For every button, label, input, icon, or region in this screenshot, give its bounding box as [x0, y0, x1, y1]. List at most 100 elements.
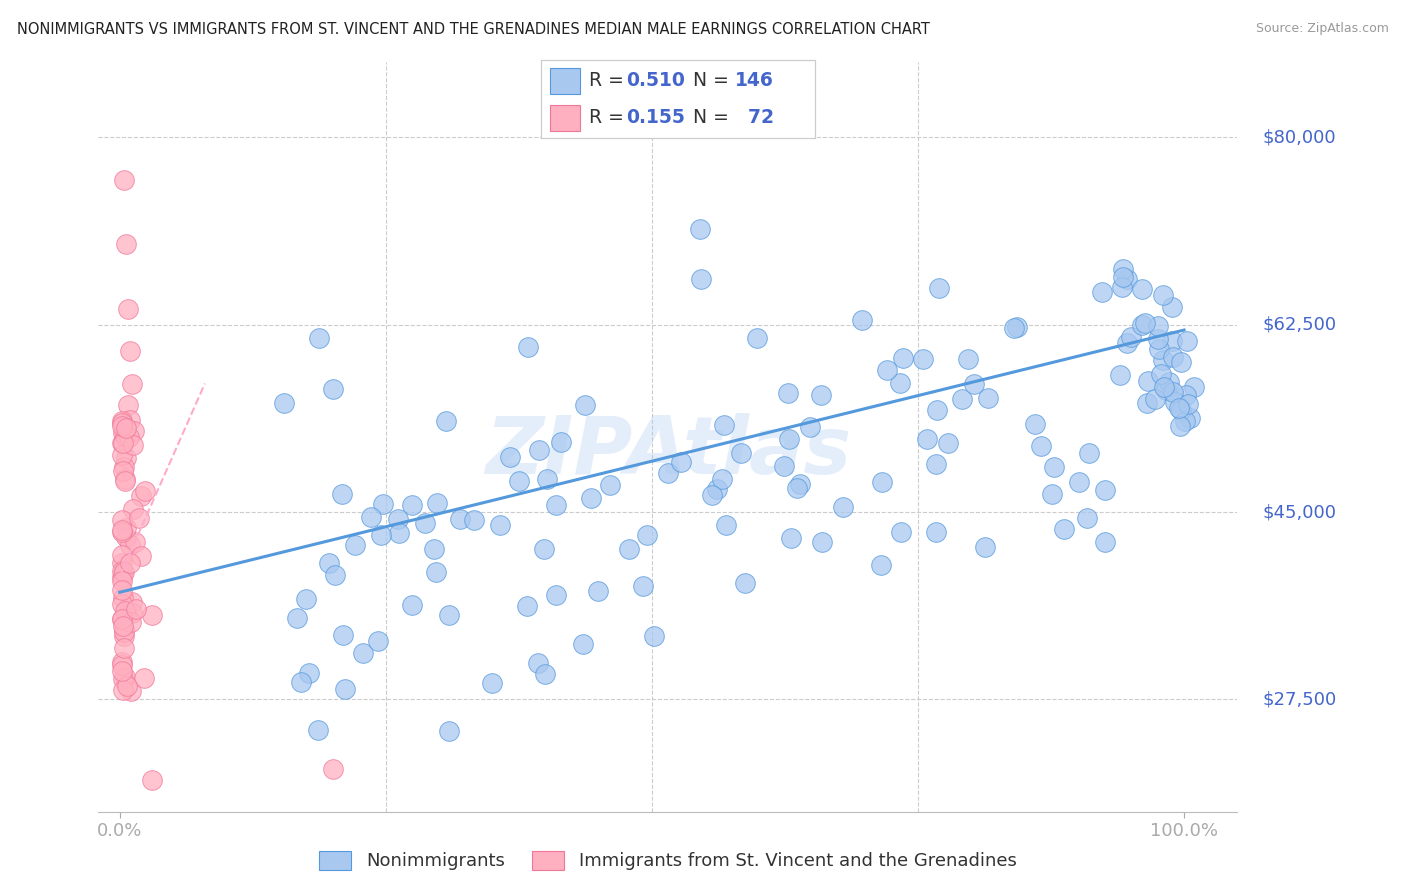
Point	[1040, 487, 1063, 501]
Point	[439, 723, 461, 738]
Point	[308, 331, 330, 345]
Legend: Nonimmigrants, Immigrants from St. Vincent and the Grenadines: Nonimmigrants, Immigrants from St. Vince…	[312, 844, 1024, 878]
Point	[1031, 439, 1053, 453]
Point	[789, 477, 811, 491]
Point	[706, 483, 728, 497]
Point	[643, 629, 665, 643]
Point	[112, 173, 135, 187]
Point	[112, 619, 135, 633]
Point	[112, 591, 135, 605]
Point	[714, 518, 737, 533]
Point	[925, 403, 948, 417]
Point	[367, 634, 389, 648]
Point	[780, 531, 803, 545]
Text: $80,000: $80,000	[1263, 128, 1336, 146]
Point	[872, 475, 894, 489]
Point	[747, 331, 769, 345]
Point	[111, 556, 134, 570]
Point	[810, 388, 832, 402]
Point	[799, 419, 821, 434]
Point	[1116, 336, 1139, 351]
Point	[125, 601, 148, 615]
Point	[851, 312, 873, 326]
Point	[121, 438, 143, 452]
Point	[112, 625, 135, 640]
Point	[112, 628, 135, 642]
Point	[1177, 397, 1199, 411]
Point	[977, 392, 1000, 406]
Point	[1174, 414, 1197, 428]
Point	[322, 762, 344, 776]
Point	[1182, 380, 1205, 394]
Point	[517, 340, 540, 354]
Point	[1112, 261, 1135, 276]
Point	[1130, 318, 1153, 332]
Point	[956, 351, 979, 366]
Point	[114, 471, 136, 485]
Point	[332, 487, 354, 501]
Point	[1053, 522, 1076, 536]
Point	[1170, 354, 1192, 368]
Point	[702, 488, 724, 502]
Point	[352, 646, 374, 660]
Point	[111, 419, 134, 434]
Point	[111, 416, 134, 430]
Point	[115, 450, 138, 465]
Point	[111, 583, 134, 598]
Point	[1178, 411, 1201, 425]
Point	[1164, 395, 1187, 409]
Text: N =: N =	[693, 71, 735, 90]
Point	[1005, 320, 1028, 334]
Point	[373, 497, 395, 511]
Point	[322, 382, 344, 396]
Point	[114, 670, 136, 684]
Point	[115, 237, 138, 252]
Point	[1135, 316, 1157, 330]
Point	[111, 524, 134, 539]
Point	[120, 538, 142, 552]
Point	[134, 484, 156, 499]
Point	[617, 542, 640, 557]
Point	[112, 623, 135, 637]
Point	[915, 432, 938, 446]
Point	[1042, 460, 1064, 475]
Point	[129, 549, 152, 563]
Point	[111, 570, 134, 584]
Point	[1149, 368, 1171, 382]
Point	[434, 414, 457, 428]
Point	[285, 610, 308, 624]
Point	[111, 682, 134, 697]
Point	[657, 466, 679, 480]
Point	[401, 498, 423, 512]
Point	[463, 513, 485, 527]
Point	[1108, 368, 1130, 383]
Point	[120, 344, 142, 359]
Bar	[550, 105, 579, 131]
Point	[1175, 334, 1198, 349]
Text: 0.155: 0.155	[626, 108, 685, 127]
Point	[1119, 330, 1142, 344]
Point	[114, 604, 136, 618]
Text: 72: 72	[734, 108, 773, 127]
Bar	[550, 68, 579, 94]
Point	[423, 541, 446, 556]
Point	[713, 417, 735, 432]
Point	[536, 472, 558, 486]
Point	[114, 475, 136, 489]
Text: NONIMMIGRANTS VS IMMIGRANTS FROM ST. VINCENT AND THE GRENADINES MEDIAN MALE EARN: NONIMMIGRANTS VS IMMIGRANTS FROM ST. VIN…	[17, 22, 929, 37]
Point	[111, 597, 134, 611]
Point	[527, 656, 550, 670]
Point	[117, 429, 139, 443]
Point	[111, 548, 134, 562]
Point	[890, 524, 912, 539]
Point	[811, 535, 834, 549]
Point	[508, 474, 530, 488]
Point	[778, 432, 800, 446]
Point	[1094, 535, 1116, 549]
Point	[599, 478, 621, 492]
Point	[111, 672, 134, 686]
Point	[111, 655, 134, 669]
Point	[1002, 321, 1025, 335]
Point	[111, 566, 134, 580]
Point	[546, 588, 568, 602]
